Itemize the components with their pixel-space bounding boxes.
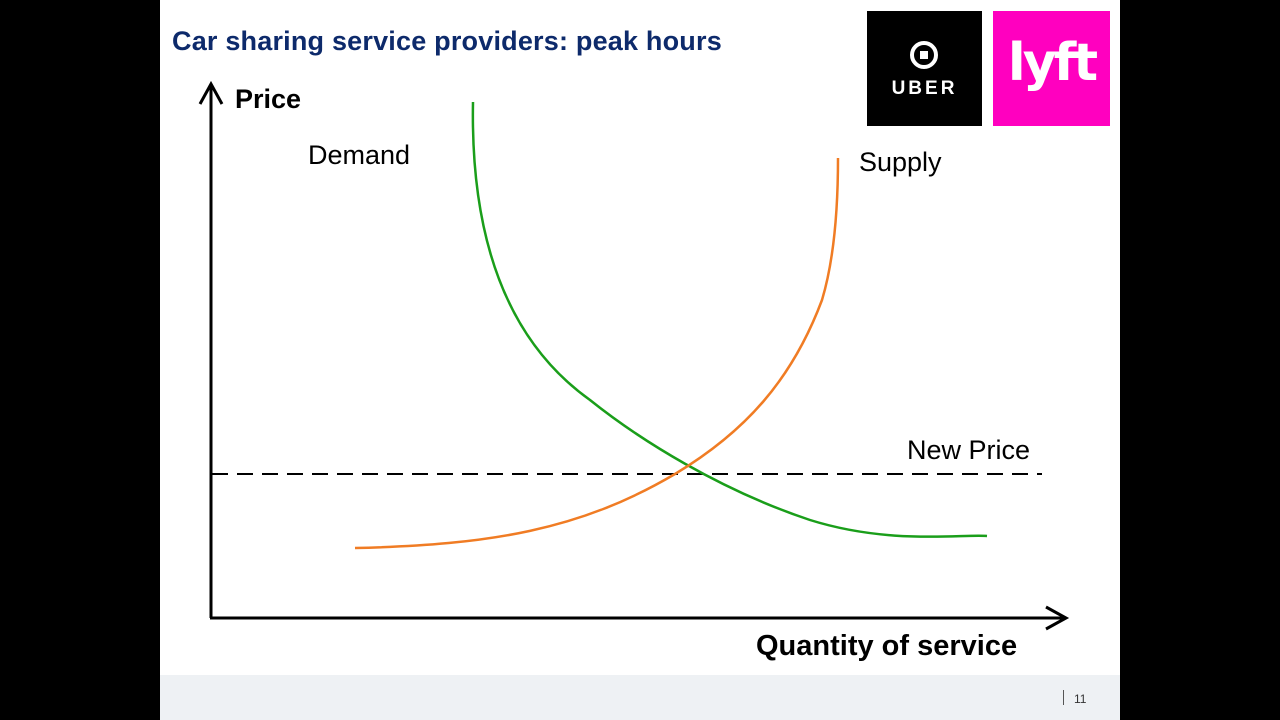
page-number: 11 (1074, 692, 1087, 706)
y-axis-label: Price (235, 84, 302, 114)
supply-label: Supply (859, 147, 942, 177)
supply-curve (354, 157, 840, 550)
slide: Car sharing service providers: peak hour… (160, 0, 1120, 720)
lyft-logo: lyft (993, 11, 1110, 126)
x-axis-label: Quantity of service (756, 630, 1018, 662)
y-axis-arrowhead (198, 80, 224, 105)
demand-curve (471, 101, 988, 538)
supply-demand-diagram (198, 80, 1070, 631)
lyft-logo-text: lyft (1007, 33, 1098, 93)
footer-bar (160, 675, 1120, 720)
new-price-label: New Price (907, 435, 1031, 465)
uber-logo-text: UBER (891, 78, 958, 99)
slide-title: Car sharing service providers: peak hour… (172, 26, 722, 56)
uber-logo: UBER (867, 11, 982, 126)
uber-logo-mark-icon (910, 41, 938, 69)
demand-label: Demand (308, 140, 411, 170)
x-axis-arrowhead (1045, 605, 1070, 631)
page-number-divider (1063, 690, 1064, 705)
